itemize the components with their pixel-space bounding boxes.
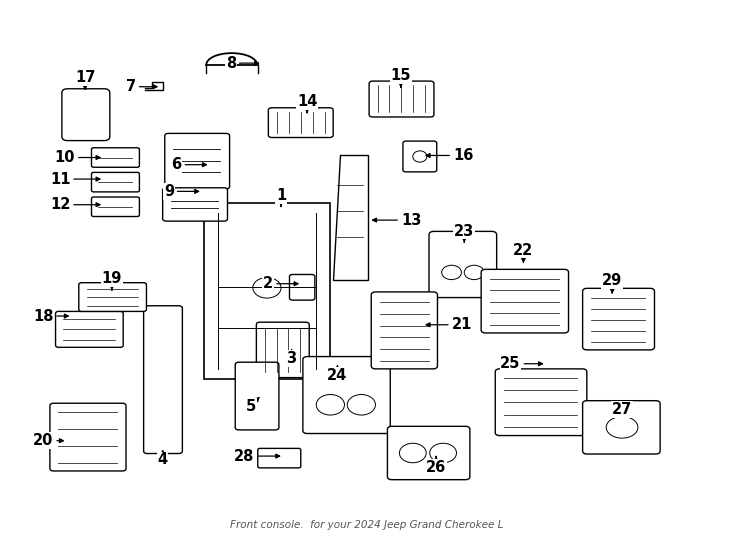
Text: 7: 7 xyxy=(126,79,157,94)
Ellipse shape xyxy=(429,443,457,463)
Text: 19: 19 xyxy=(102,272,122,290)
Polygon shape xyxy=(203,203,330,379)
Text: 20: 20 xyxy=(33,433,63,448)
Text: 21: 21 xyxy=(426,318,472,332)
FancyBboxPatch shape xyxy=(303,356,390,434)
FancyBboxPatch shape xyxy=(92,148,139,167)
FancyBboxPatch shape xyxy=(495,369,587,436)
FancyBboxPatch shape xyxy=(235,362,279,430)
Text: 9: 9 xyxy=(164,184,199,199)
Ellipse shape xyxy=(316,395,344,415)
FancyBboxPatch shape xyxy=(289,274,315,300)
Text: 24: 24 xyxy=(327,366,347,383)
Text: 26: 26 xyxy=(426,456,446,475)
Text: 1: 1 xyxy=(276,188,286,206)
Text: 2: 2 xyxy=(264,276,298,291)
Text: 25: 25 xyxy=(501,356,542,371)
FancyBboxPatch shape xyxy=(388,427,470,480)
Ellipse shape xyxy=(464,265,484,280)
Ellipse shape xyxy=(442,265,462,280)
Text: 22: 22 xyxy=(513,242,534,262)
Text: 11: 11 xyxy=(50,172,100,186)
FancyBboxPatch shape xyxy=(92,197,139,217)
FancyBboxPatch shape xyxy=(79,283,147,312)
Text: 29: 29 xyxy=(602,273,622,293)
FancyBboxPatch shape xyxy=(56,312,123,347)
Text: 18: 18 xyxy=(33,308,68,323)
FancyBboxPatch shape xyxy=(258,448,301,468)
FancyBboxPatch shape xyxy=(583,401,660,454)
FancyBboxPatch shape xyxy=(164,133,230,189)
Text: 17: 17 xyxy=(75,70,95,89)
Polygon shape xyxy=(333,156,368,280)
FancyBboxPatch shape xyxy=(369,81,434,117)
FancyBboxPatch shape xyxy=(583,288,655,350)
Ellipse shape xyxy=(252,278,281,298)
FancyBboxPatch shape xyxy=(144,306,182,454)
Ellipse shape xyxy=(347,395,376,415)
FancyBboxPatch shape xyxy=(256,322,309,377)
Text: 14: 14 xyxy=(297,94,317,112)
FancyBboxPatch shape xyxy=(482,269,569,333)
Text: 13: 13 xyxy=(373,213,421,227)
Text: 6: 6 xyxy=(172,157,206,172)
Text: 4: 4 xyxy=(158,451,167,467)
Text: Front console.  for your 2024 Jeep Grand Cherokee L: Front console. for your 2024 Jeep Grand … xyxy=(230,520,504,530)
FancyBboxPatch shape xyxy=(269,108,333,138)
FancyBboxPatch shape xyxy=(50,403,126,471)
FancyBboxPatch shape xyxy=(403,141,437,172)
FancyBboxPatch shape xyxy=(163,188,228,221)
Text: 28: 28 xyxy=(234,449,280,463)
Text: 16: 16 xyxy=(426,148,473,163)
Text: 5: 5 xyxy=(246,397,259,414)
Text: 23: 23 xyxy=(454,224,474,242)
FancyBboxPatch shape xyxy=(429,231,497,298)
Text: 12: 12 xyxy=(50,197,100,212)
FancyBboxPatch shape xyxy=(92,172,139,192)
Ellipse shape xyxy=(413,151,427,162)
FancyBboxPatch shape xyxy=(62,89,110,140)
Ellipse shape xyxy=(399,443,426,463)
FancyBboxPatch shape xyxy=(371,292,437,369)
Text: 10: 10 xyxy=(55,150,100,165)
Text: 3: 3 xyxy=(286,350,297,366)
Text: 15: 15 xyxy=(390,68,411,87)
Text: 27: 27 xyxy=(612,401,632,417)
Ellipse shape xyxy=(606,416,638,438)
Text: 8: 8 xyxy=(225,56,258,71)
